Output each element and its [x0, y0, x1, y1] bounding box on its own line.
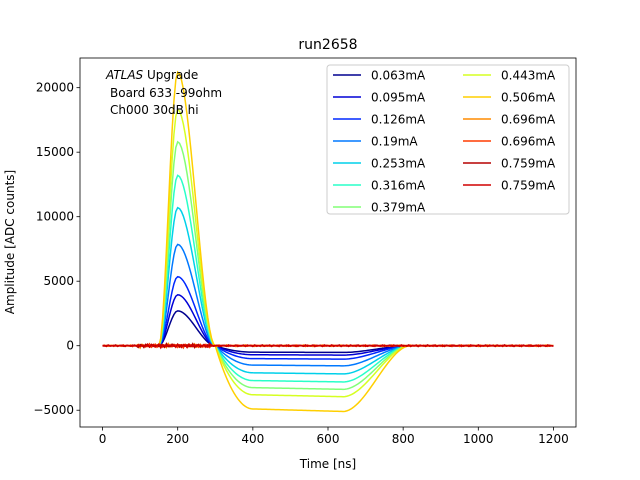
x-tick-label-4: 800 — [392, 432, 415, 446]
legend: 0.063mA 0.095mA 0.126mA 0.19mA 0.253mA 0.316m… — [326, 64, 570, 215]
legend-box — [326, 64, 570, 215]
legend-label-1: 0.095mA — [371, 91, 426, 105]
x-axis-label: Time [ns] — [299, 457, 356, 471]
x-tick-label-6: 1200 — [538, 432, 569, 446]
axes-layer: 0 200 400 600 800 1000 1200 −5000 0 5000 10000 1500… — [33, 57, 577, 446]
legend-label-0: 0.063mA — [371, 69, 426, 83]
annotation-line2: Board 633 -99ohm — [110, 86, 222, 100]
legend-label-4: 0.253mA — [371, 157, 426, 171]
x-tick-label-2: 400 — [241, 432, 264, 446]
legend-label-8: 0.506mA — [501, 91, 556, 105]
legend-label-6: 0.379mA — [371, 201, 426, 215]
legend-label-2: 0.126mA — [371, 113, 426, 127]
y-tick-label-0: −5000 — [33, 403, 74, 417]
series-line-12 — [102, 342, 554, 350]
legend-label-9: 0.696mA — [501, 113, 556, 127]
y-tick-label-1: 0 — [66, 339, 74, 353]
legend-label-12: 0.759mA — [501, 179, 556, 193]
y-tick-label-4: 15000 — [36, 145, 74, 159]
annotation-line3: Ch000 30dB hi — [110, 103, 199, 117]
x-tick-label-5: 1000 — [463, 432, 494, 446]
legend-label-3: 0.19mA — [371, 135, 418, 149]
x-tick-label-0: 0 — [99, 432, 107, 446]
legend-label-11: 0.759mA — [501, 157, 556, 171]
annotation: ATLAS Upgrade Board 633 -99ohm Ch000 30d… — [105, 68, 222, 117]
legend-label-10: 0.696mA — [501, 135, 556, 149]
x-tick-label-1: 200 — [166, 432, 189, 446]
legend-label-7: 0.443mA — [501, 69, 556, 83]
y-axis-label: Amplitude [ADC counts] — [3, 170, 17, 314]
x-tick-label-3: 600 — [317, 432, 340, 446]
series-layer — [102, 70, 554, 413]
annotation-upgrade: Upgrade — [143, 68, 198, 82]
y-tick-label-2: 5000 — [43, 274, 74, 288]
annotation-atlas: ATLAS — [105, 68, 144, 82]
y-tick-label-5: 20000 — [36, 81, 74, 95]
legend-label-5: 0.316mA — [371, 179, 426, 193]
chart-title: run2658 — [298, 37, 357, 53]
y-tick-label-3: 10000 — [36, 210, 74, 224]
annotation-line1: ATLAS Upgrade — [105, 68, 198, 82]
